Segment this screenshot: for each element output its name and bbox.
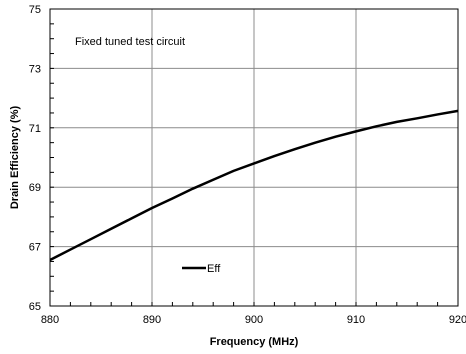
legend: Eff	[182, 263, 221, 275]
x-tick-label: 880	[41, 314, 59, 326]
series-line-eff	[49, 109, 459, 262]
y-tick-label: 75	[29, 4, 41, 16]
y-tick-label: 65	[29, 301, 41, 313]
x-tick-label: 920	[449, 314, 466, 326]
tick-labels: 880 890 900 910 920 65 67 69 71 73 75	[29, 4, 466, 326]
legend-label-eff: Eff	[207, 263, 221, 275]
y-tick-label: 73	[29, 63, 41, 75]
x-axis-title: Frequency (MHz)	[210, 336, 299, 348]
y-tick-label: 67	[29, 242, 41, 254]
y-tick-label: 69	[29, 182, 41, 194]
plot-frame	[49, 8, 459, 307]
y-axis-title: Drain Efficiency (%)	[9, 106, 21, 210]
x-tick-label: 910	[347, 314, 365, 326]
annotation-text: Fixed tuned test circuit	[75, 36, 185, 48]
series-lines	[49, 109, 459, 262]
x-tick-label: 900	[245, 314, 263, 326]
y-tick-label: 71	[29, 123, 41, 135]
x-tick-label: 890	[143, 314, 161, 326]
